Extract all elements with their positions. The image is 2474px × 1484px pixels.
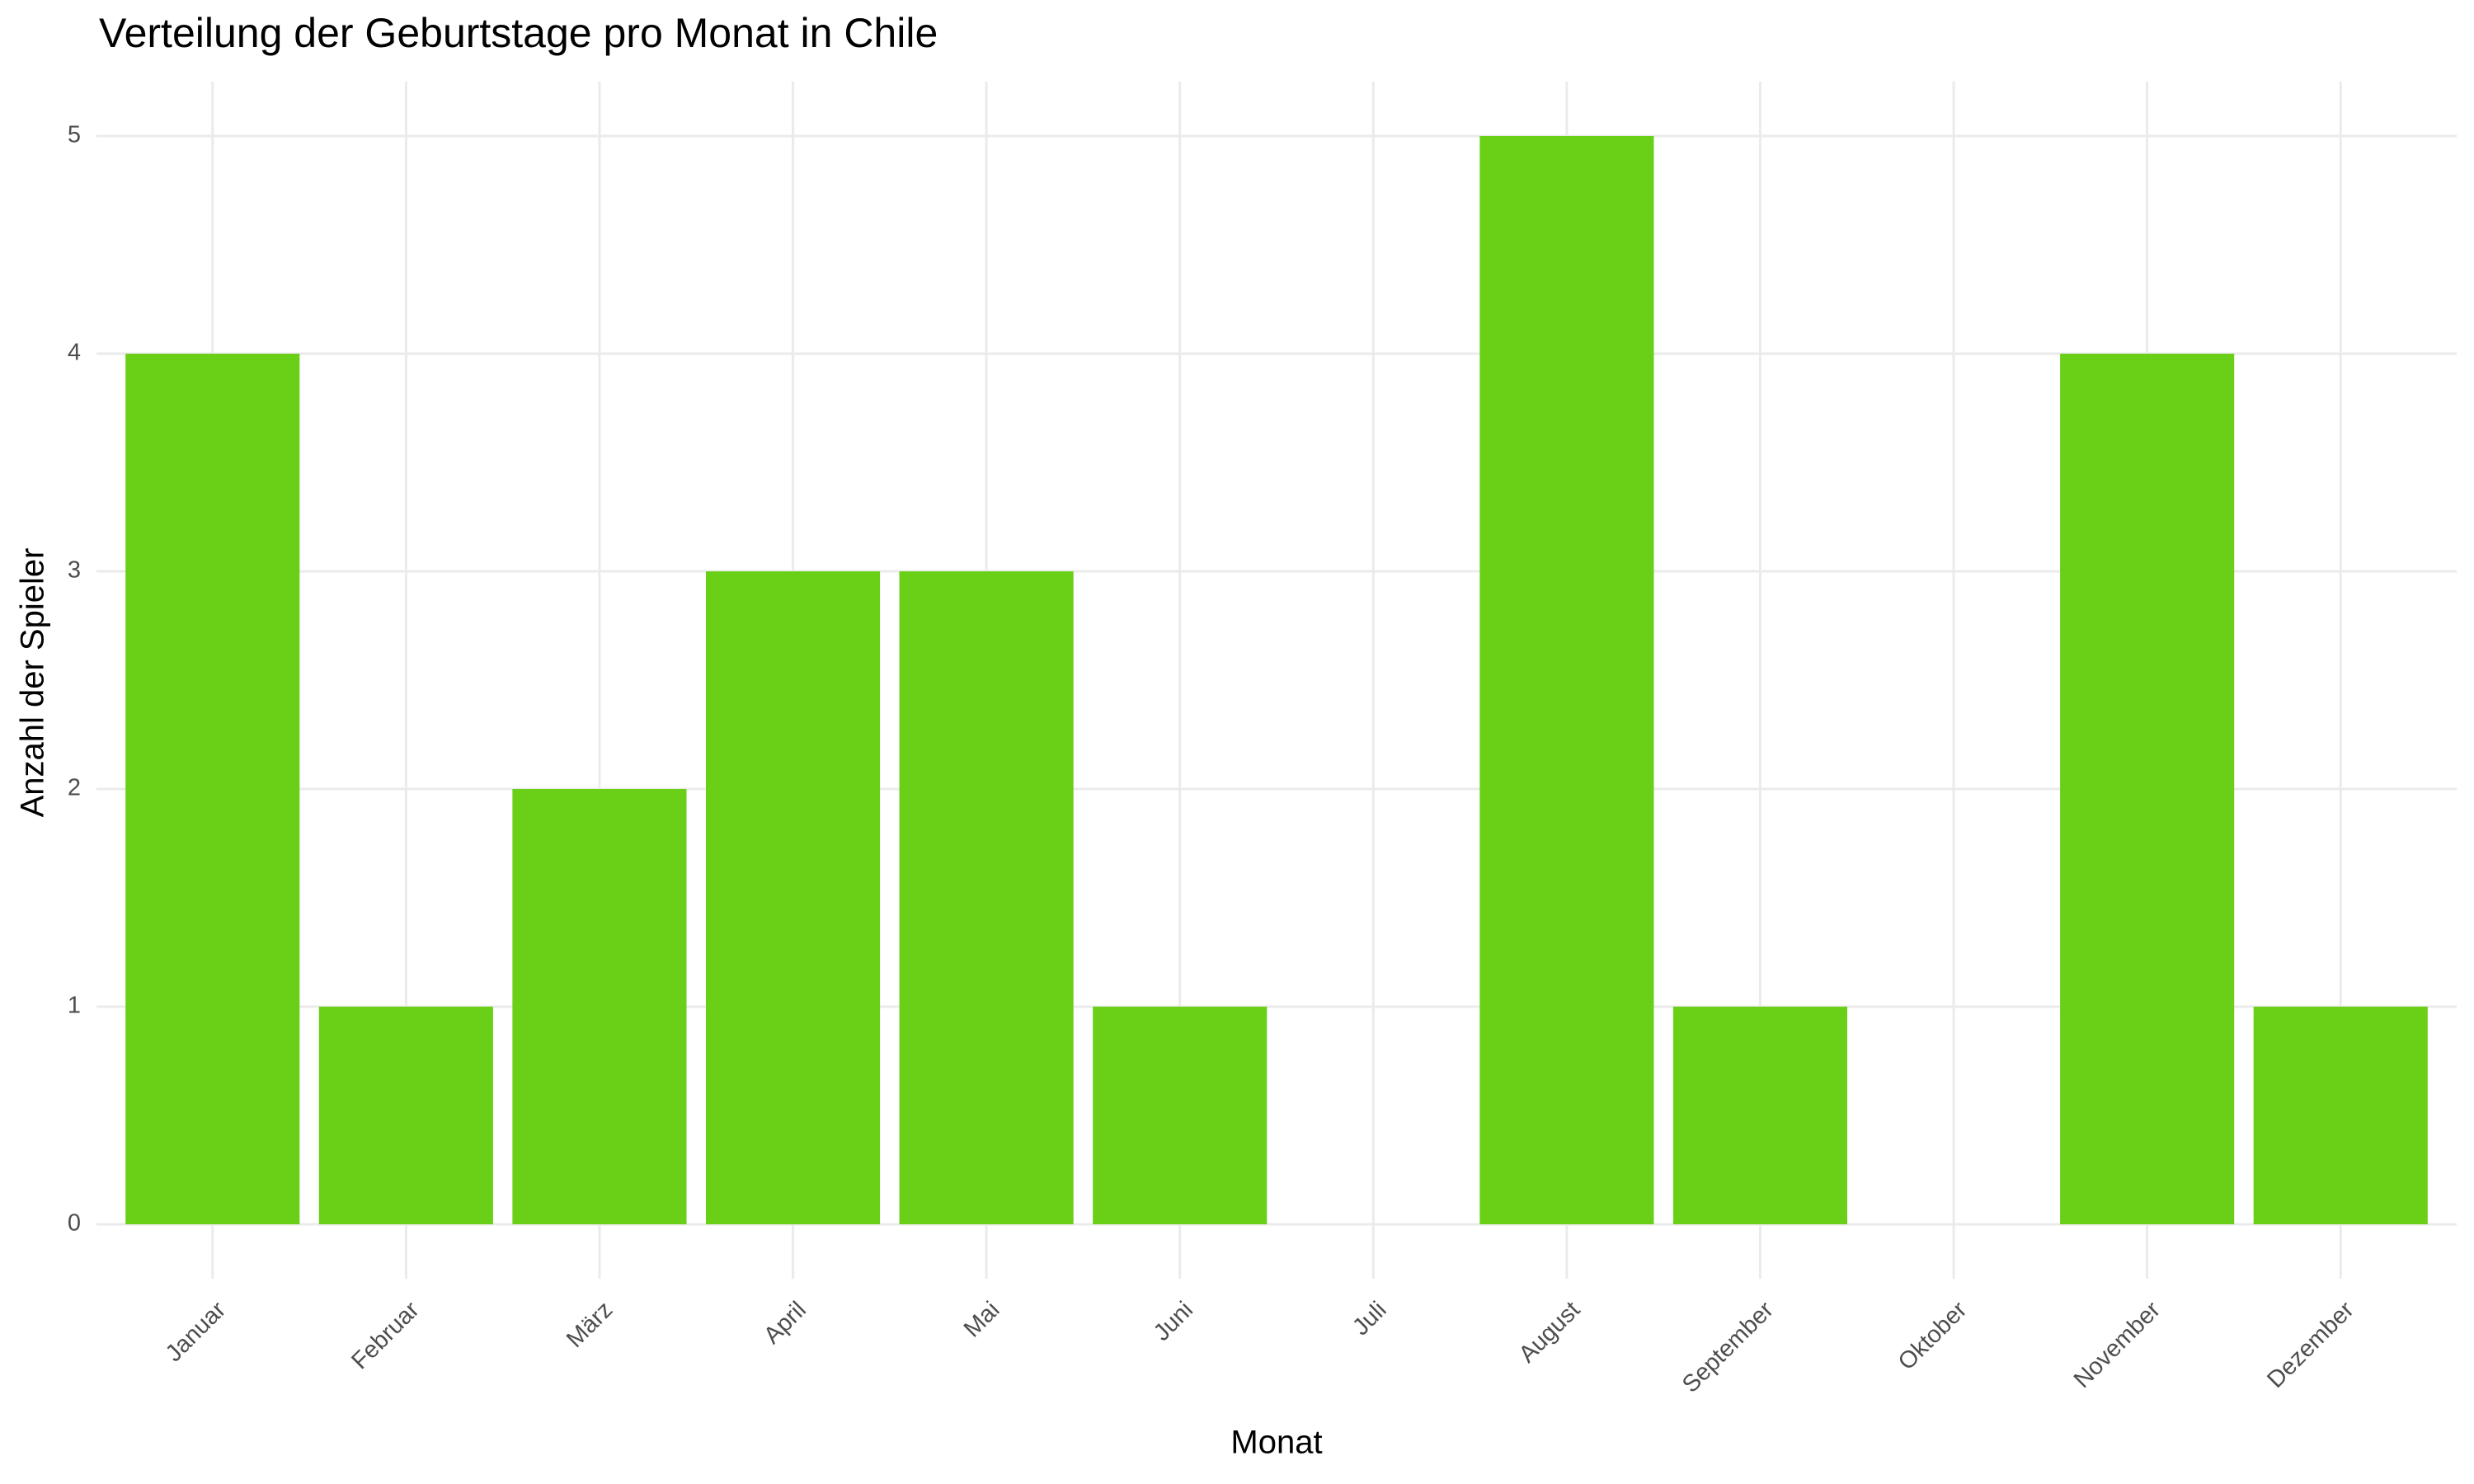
x-axis-title: Monat [1230, 1425, 1322, 1461]
y-tick-label: 0 [68, 1210, 81, 1237]
x-tick-label: März [562, 1297, 618, 1353]
y-tick-label: 3 [68, 557, 81, 584]
bar [705, 571, 881, 1224]
y-tick-label: 2 [68, 775, 81, 801]
x-tick-label: Juni [1149, 1297, 1198, 1346]
x-tick-label: Juli [1348, 1297, 1391, 1341]
x-tick-label: Oktober [1893, 1297, 1973, 1376]
x-tick-label: Dezember [2262, 1297, 2359, 1393]
x-tick-label: Mai [959, 1297, 1005, 1343]
bar [2060, 354, 2235, 1224]
bar [1672, 1007, 1848, 1224]
x-tick-label: April [759, 1297, 811, 1350]
x-tick-label: August [1514, 1297, 1585, 1368]
x-tick-label: September [1677, 1296, 1779, 1397]
chart-title: Verteilung der Geburtstage pro Monat in … [99, 10, 938, 56]
bar [1093, 1007, 1268, 1224]
bar [1479, 136, 1654, 1224]
bar [318, 1007, 493, 1224]
bar [125, 354, 300, 1224]
x-tick-label: November [2069, 1297, 2166, 1393]
bar [512, 789, 687, 1224]
x-tick-label: Februar [346, 1296, 425, 1374]
y-tick-label: 5 [68, 122, 81, 148]
bar [2253, 1007, 2428, 1224]
y-tick-label: 4 [68, 340, 81, 366]
y-tick-label: 1 [68, 993, 81, 1019]
y-axis-title: Anzahl der Spieler [15, 548, 51, 818]
bar [899, 571, 1074, 1224]
x-tick-label: Januar [161, 1296, 232, 1367]
